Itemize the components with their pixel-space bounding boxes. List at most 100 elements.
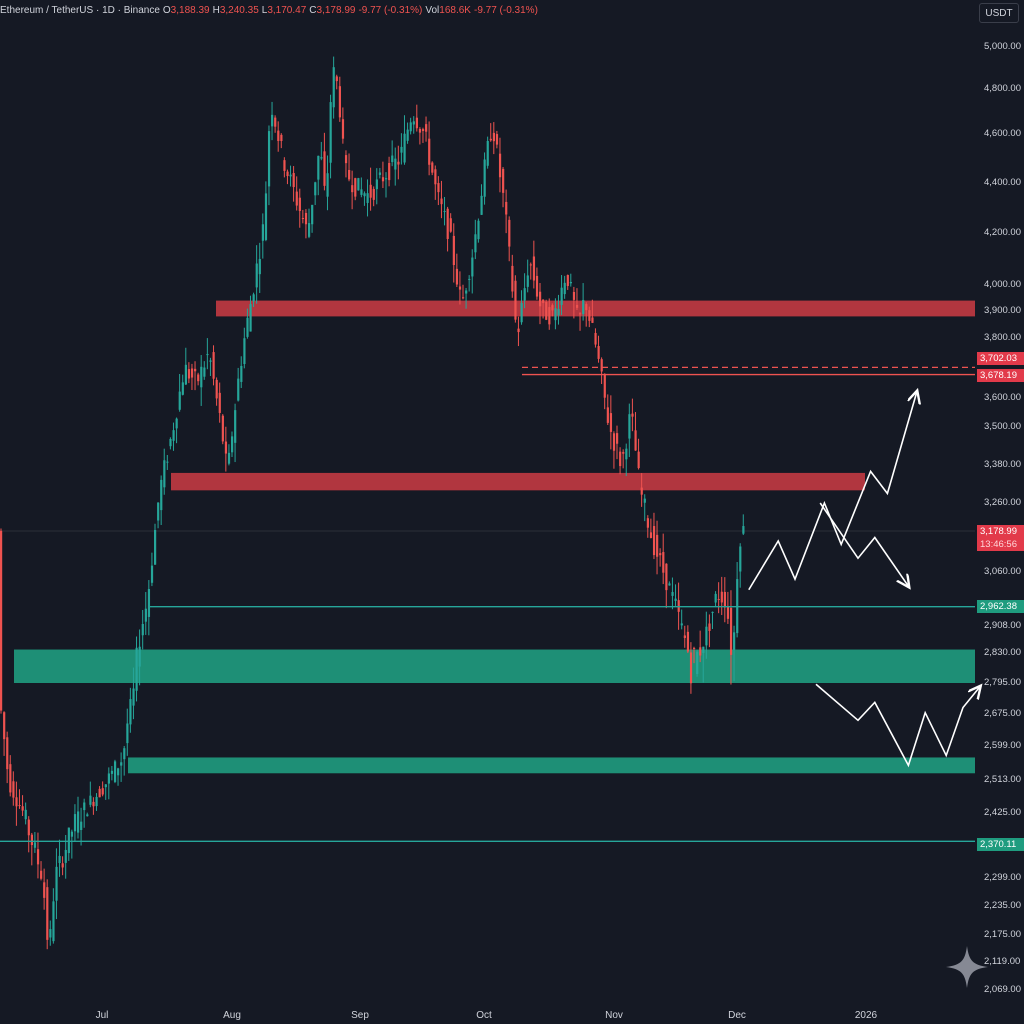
candle [33, 832, 37, 853]
candle [517, 316, 520, 347]
currency-button[interactable]: USDT [979, 3, 1019, 23]
candle [458, 271, 462, 305]
candle [622, 449, 625, 469]
candle [166, 455, 169, 470]
candle [117, 767, 120, 786]
y-tick-label: 3,900.00 [984, 305, 1021, 316]
price-label: 3,178.99 [977, 525, 1024, 538]
candle [21, 795, 24, 817]
candle [240, 356, 243, 389]
change-value-2: -9.77 (-0.31%) [473, 5, 538, 16]
candle [705, 611, 708, 659]
resistance-zone[interactable] [216, 300, 975, 317]
ohlc-open: O3,188.39 [163, 5, 210, 16]
candle [575, 288, 579, 310]
candle [40, 861, 43, 881]
candle [73, 804, 77, 842]
candle [12, 771, 15, 806]
candle [320, 141, 323, 161]
candle [486, 136, 489, 169]
candle [351, 170, 354, 210]
candle [674, 584, 677, 606]
candle [652, 512, 656, 560]
candle [381, 161, 385, 189]
y-tick-label: 5,000.00 [984, 41, 1021, 52]
candle [662, 533, 665, 585]
candle [455, 253, 459, 288]
candle [132, 667, 135, 720]
candle [372, 186, 375, 207]
projection-arrow[interactable] [815, 684, 980, 768]
candle [113, 759, 117, 784]
candle [157, 502, 160, 529]
support-zone[interactable] [128, 757, 975, 774]
candle [579, 312, 582, 331]
candle [215, 377, 218, 406]
candle [184, 347, 187, 386]
y-tick-label: 2,235.00 [984, 900, 1021, 911]
candle [341, 107, 345, 144]
candle [323, 132, 326, 191]
candle [357, 177, 360, 191]
candle [197, 372, 200, 386]
candle [218, 382, 221, 423]
candle [523, 273, 526, 309]
candle [283, 157, 286, 178]
y-tick-label: 4,200.00 [984, 227, 1021, 238]
candle [391, 140, 394, 167]
candle [298, 188, 301, 228]
candle [172, 422, 175, 451]
candle [295, 176, 298, 211]
candle [594, 328, 597, 348]
x-tick-label: Oct [476, 1010, 492, 1021]
resistance-zone[interactable] [171, 472, 865, 491]
price-label: 2,962.38 [977, 600, 1024, 613]
candle [150, 552, 154, 587]
candle [98, 786, 101, 798]
candle [64, 834, 67, 879]
ohlc-close: C3,178.99 [309, 5, 355, 16]
candle [249, 295, 252, 332]
candle [58, 839, 61, 877]
candle [671, 577, 674, 610]
symbol-name[interactable]: Ethereum / TetherUS · 1D · Binance [0, 5, 160, 16]
candle [369, 167, 372, 211]
candle [434, 165, 437, 200]
candle [126, 708, 129, 756]
candle [415, 104, 418, 132]
y-tick-label: 4,000.00 [984, 279, 1021, 290]
candle [363, 191, 366, 206]
candle [264, 181, 268, 242]
candle [52, 888, 55, 944]
y-tick-label: 2,119.00 [984, 956, 1021, 967]
candle [212, 345, 215, 386]
candle [289, 165, 292, 187]
sparkle-icon [946, 946, 988, 988]
candle [480, 184, 483, 215]
candle [637, 438, 640, 470]
candle [0, 528, 3, 714]
candle [733, 625, 736, 682]
x-tick-label: Nov [605, 1010, 623, 1021]
candle [338, 76, 341, 122]
candle [234, 403, 237, 463]
projection-arrow[interactable] [748, 392, 917, 591]
candle [437, 176, 440, 206]
candle [403, 115, 406, 165]
candle [462, 284, 465, 300]
support-zone[interactable] [14, 649, 975, 683]
candle [588, 306, 591, 328]
candle [36, 832, 40, 879]
candle [144, 592, 147, 635]
close-value: 3,178.99 [316, 5, 356, 16]
candle [243, 327, 246, 369]
candle [163, 448, 166, 495]
candle [431, 161, 434, 176]
candle [394, 147, 397, 186]
candle [187, 362, 191, 384]
y-tick-label: 4,600.00 [984, 128, 1021, 139]
projection-arrow[interactable] [819, 502, 908, 586]
candle [646, 515, 649, 538]
candle [711, 611, 714, 629]
